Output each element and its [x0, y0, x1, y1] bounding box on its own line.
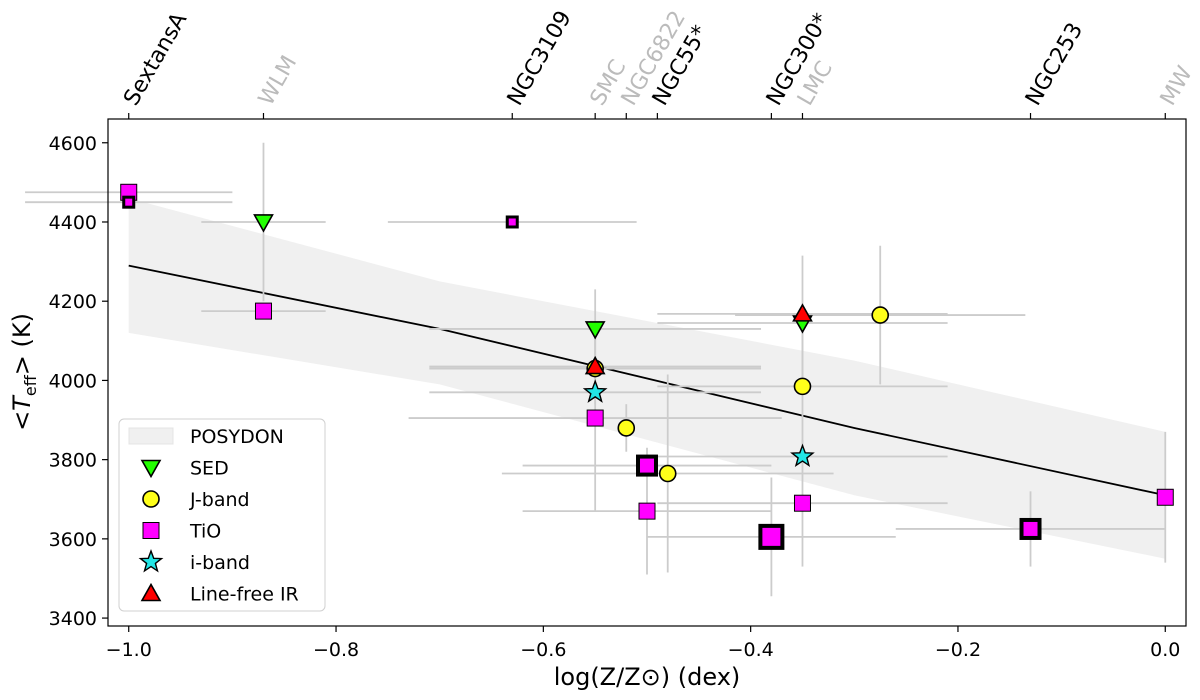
legend-swatch-i-band: [138, 548, 164, 573]
y-tick-label: 4600: [49, 133, 97, 155]
legend-label-i-band: i-band: [190, 552, 250, 574]
legend-swatch-j-band: [142, 490, 160, 508]
legend-label-sed: SED: [190, 458, 229, 480]
x-tick-label: −1.0: [106, 639, 152, 661]
legend-swatch-sed: [140, 459, 162, 479]
tio-point: [638, 502, 656, 520]
tio-outlined-point: [758, 523, 785, 550]
galaxy-label: NGC3109: [503, 7, 577, 110]
tio-point: [254, 302, 272, 320]
legend-label-posydon: POSYDON: [190, 426, 284, 448]
posydon-band-layer: [128, 198, 1166, 559]
j-band-point: [617, 419, 636, 437]
axis-ticks-layer: −1.0 −0.8 −0.6 −0.4 −0.2 0.0 3400 3600 3800 4000 4…: [49, 133, 1181, 661]
y-tick-label: 4000: [49, 370, 97, 392]
posydon-median-line: [128, 264, 1166, 497]
i-band-point: [582, 379, 608, 403]
tio-outlined-point: [636, 454, 658, 477]
y-tick-label: 4200: [49, 291, 97, 313]
x-tick-label: −0.2: [935, 639, 981, 661]
sed-point: [584, 321, 606, 340]
y-axis-title: <Teff> (K): [8, 313, 40, 431]
sed-point: [253, 214, 274, 233]
j-band-point: [658, 464, 677, 483]
y-tick-label: 4400: [49, 212, 97, 234]
i-band-point: [790, 443, 815, 468]
galaxy-label: WLM: [254, 52, 302, 110]
legend-label-j-band: J-band: [189, 489, 250, 511]
x-tick-label: −0.4: [728, 639, 774, 661]
legend-swatch-line-free-ir: [140, 582, 162, 602]
tio-point: [1156, 488, 1174, 506]
tio-outlined-point: [122, 195, 136, 209]
legend-swatch-posydon: [128, 427, 174, 445]
plot-frame: [107, 118, 1187, 627]
y-tick-label: 3400: [49, 608, 97, 630]
y-tick-label: 3800: [49, 450, 97, 472]
galaxy-label: MW: [1156, 62, 1198, 110]
markers-layer: [120, 183, 1174, 550]
x-tick-label: 0.0: [1150, 639, 1180, 661]
legend-label-line-free-ir: Line-free IR: [190, 584, 299, 606]
j-band-point: [871, 306, 890, 324]
legend-box: [118, 418, 326, 612]
galaxy-label: SextansA: [119, 9, 192, 110]
tio-outlined-point: [505, 215, 519, 229]
line-free-ir-point: [584, 355, 606, 375]
x-axis-title: log(Z/Z⊙) (dex): [554, 663, 741, 691]
x-tick-label: −0.8: [313, 639, 359, 661]
tio-point: [793, 494, 811, 512]
tio-point: [586, 409, 604, 427]
legend-label-tio: TiO: [189, 521, 221, 543]
line-free-ir-point: [792, 303, 813, 322]
legend: POSYDON SED J-band TiO i-band Line-free IR: [118, 418, 326, 612]
x-tick-label: −0.6: [520, 639, 566, 661]
legend-swatch-tio: [142, 522, 160, 539]
j-band-point: [793, 377, 812, 396]
tio-outlined-point: [1019, 517, 1042, 540]
y-tick-label: 3600: [49, 529, 97, 551]
galaxy-label: NGC253: [1021, 19, 1088, 110]
